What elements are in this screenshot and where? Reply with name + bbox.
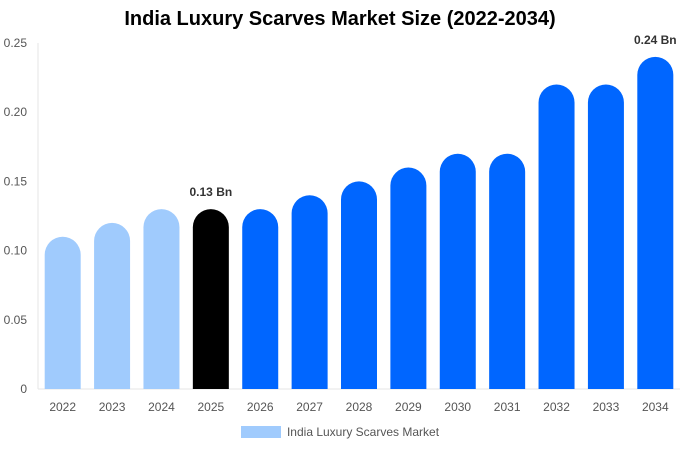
legend-swatch xyxy=(240,426,281,438)
bar-2029 xyxy=(390,167,427,389)
bar-2031 xyxy=(489,153,526,389)
x-tick-label: 2023 xyxy=(99,400,126,414)
x-tick-label: 2030 xyxy=(444,400,471,414)
bar-2028 xyxy=(341,181,377,389)
chart-title: India Luxury Scarves Market Size (2022-2… xyxy=(124,8,556,30)
y-tick-label: 0.10 xyxy=(4,244,28,258)
data-label: 0.13 Bn xyxy=(190,185,233,199)
x-tick-label: 2027 xyxy=(296,400,323,414)
bar-2025 xyxy=(192,209,229,389)
bar-2027 xyxy=(291,195,328,389)
bar-2023 xyxy=(94,222,131,389)
bar-2034 xyxy=(637,56,674,390)
x-tick-label: 2028 xyxy=(346,400,373,414)
bar-2033 xyxy=(587,84,624,390)
y-tick-label: 0.05 xyxy=(4,313,28,327)
x-tick-label: 2022 xyxy=(49,400,76,414)
x-tick-label: 2032 xyxy=(543,400,570,414)
data-label: 0.24 Bn xyxy=(634,33,677,47)
bar-2024 xyxy=(143,209,180,389)
y-tick-label: 0.25 xyxy=(4,36,28,50)
x-tick-label: 2024 xyxy=(148,400,175,414)
x-tick-label: 2034 xyxy=(642,400,669,414)
x-tick-label: 2026 xyxy=(247,400,274,414)
x-tick-label: 2029 xyxy=(395,400,422,414)
bar-2030 xyxy=(439,153,476,389)
x-tick-label: 2031 xyxy=(494,400,521,414)
bar-2026 xyxy=(242,209,279,389)
legend-label: India Luxury Scarves Market xyxy=(286,425,440,439)
x-tick-label: 2033 xyxy=(593,400,620,414)
y-tick-label: 0.20 xyxy=(4,105,28,119)
y-tick-label: 0 xyxy=(20,382,27,396)
bar-2022 xyxy=(44,236,81,389)
bar-2032 xyxy=(538,84,575,390)
y-tick-label: 0.15 xyxy=(4,174,28,188)
x-tick-label: 2025 xyxy=(197,400,224,414)
legend: India Luxury Scarves Market xyxy=(0,425,680,439)
